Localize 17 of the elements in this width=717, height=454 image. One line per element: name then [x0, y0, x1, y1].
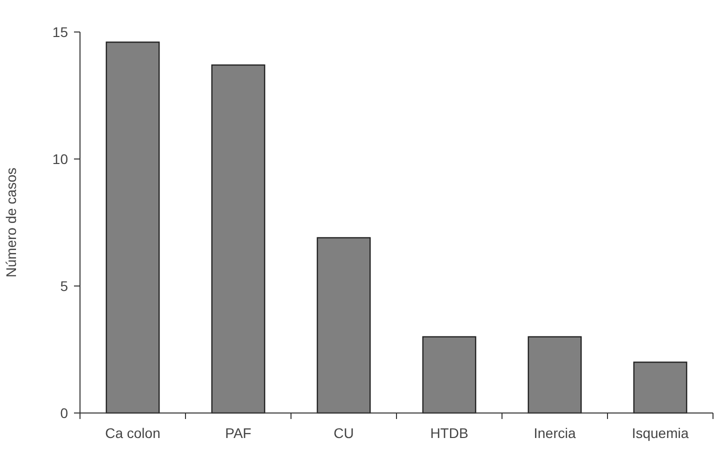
bar	[316, 237, 371, 414]
x-tick-label: Ca colon	[105, 425, 160, 441]
bar	[422, 336, 476, 414]
x-tick-label: HTDB	[430, 425, 468, 441]
y-tick-label: 0	[60, 404, 68, 421]
y-tick-label: 15	[52, 24, 68, 40]
bar	[106, 42, 160, 414]
y-tick-label: 10	[52, 150, 68, 167]
x-tick-label: Inercia	[534, 425, 576, 441]
y-tick-label: 5	[60, 278, 68, 294]
bar	[633, 362, 688, 414]
x-tick-label: Isquemia	[632, 425, 689, 441]
bar	[528, 336, 582, 414]
x-tick-label: CU	[334, 425, 354, 441]
bar	[211, 64, 266, 414]
y-axis-title: Número de casos	[3, 168, 19, 278]
x-tick-label: PAF	[225, 425, 252, 441]
